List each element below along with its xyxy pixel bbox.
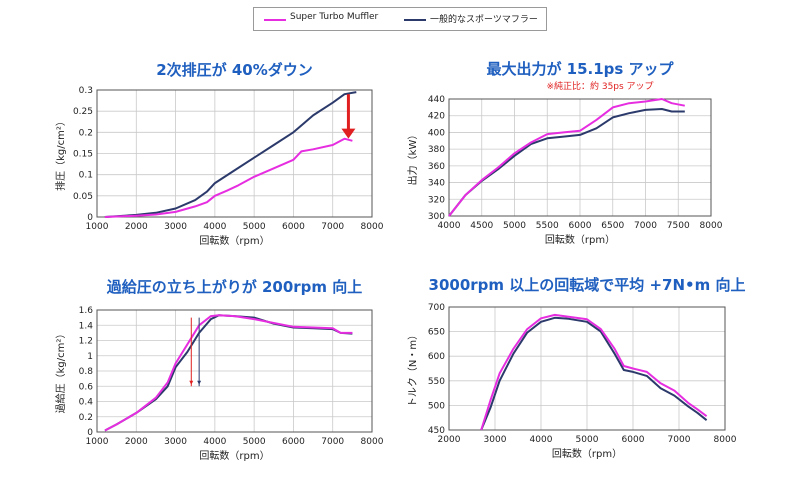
- chart-1-xtick-label: 4500: [470, 221, 493, 231]
- chart-3-xtick-label: 5000: [576, 435, 599, 445]
- chart-0-xtick-label: 7000: [321, 222, 344, 232]
- chart-2-xtick-label: 1000: [86, 437, 109, 447]
- chart-2-ytick-label: 1: [87, 352, 93, 362]
- chart-0-xtick-label: 3000: [164, 222, 187, 232]
- chart-1-ytick-label: 380: [428, 145, 445, 155]
- chart-1-ytick-label: 400: [428, 128, 445, 138]
- chart-1-ytick-label: 420: [428, 112, 445, 122]
- chart-2-ytick-label: 0.8: [79, 367, 94, 377]
- chart-2-xtick-label: 3000: [164, 437, 187, 447]
- chart-1-xtick-label: 7500: [667, 221, 690, 231]
- chart-0-xlabel: 回転数（rpm）: [199, 234, 269, 247]
- chart-2-xlabel: 回転数（rpm）: [199, 449, 269, 462]
- chart-3-ylabel: トルク（N・m）: [407, 330, 419, 407]
- chart-legend: Super Turbo Muffler 一般的なスポーツマフラー: [253, 7, 547, 31]
- chart-1-ytick-label: 300: [428, 212, 445, 222]
- chart-0-ytick-label: 0.3: [79, 86, 93, 96]
- chart-3-ytick-label: 700: [428, 303, 445, 313]
- chart-1-xtick-label: 5000: [503, 221, 526, 231]
- chart-2-xtick-label: 2000: [125, 437, 148, 447]
- legend-swatch-super-turbo: [264, 19, 286, 21]
- chart-3-ytick-label: 500: [428, 401, 445, 411]
- chart-0-series-sports-muffler: [104, 91, 357, 218]
- chart-1-xlabel: 回転数（rpm）: [545, 233, 615, 246]
- chart-3-ytick-label: 600: [428, 352, 445, 362]
- chart-2-xtick-label: 7000: [321, 437, 344, 447]
- chart-2-ytick-label: 0.4: [79, 398, 94, 408]
- chart-3-xtick-label: 3000: [484, 435, 507, 445]
- chart-2-ylabel: 過給圧（kg/cm²）: [54, 329, 67, 414]
- chart-2-xtick-label: 8000: [361, 437, 384, 447]
- chart-0-arrow-head: [341, 128, 356, 139]
- chart-0-series-super-turbo: [104, 137, 353, 218]
- chart-3-xtick-label: 6000: [622, 435, 645, 445]
- chart-3-xlabel: 回転数（rpm）: [552, 447, 622, 460]
- chart-0-title: 2次排圧が 40%ダウン: [156, 61, 313, 79]
- chart-3-series-sports-muffler: [480, 316, 708, 431]
- chart-1-xtick-label: 8000: [700, 221, 723, 231]
- chart-0-ytick-label: 0.2: [79, 128, 93, 138]
- chart-2-ytick-label: 0.6: [79, 382, 94, 392]
- chart-1-series-super-turbo: [448, 98, 685, 217]
- legend-label-sports-muffler: 一般的なスポーツマフラー: [430, 15, 538, 25]
- chart-1-ytick-label: 320: [428, 195, 445, 205]
- chart-3-xtick-label: 8000: [714, 435, 737, 445]
- chart-1-series-sports-muffler: [448, 108, 685, 217]
- chart-3-series-super-turbo: [480, 313, 708, 431]
- chart-2-series-super-turbo: [104, 314, 353, 432]
- chart-0-xtick-label: 1000: [86, 222, 109, 232]
- chart-1-ylabel: 出力（kW）: [406, 130, 419, 186]
- chart-2-marker-head: [189, 380, 194, 385]
- chart-1-ytick-label: 440: [428, 95, 445, 105]
- chart-0-xtick-label: 2000: [125, 222, 148, 232]
- chart-2-ytick-label: 0: [87, 428, 93, 438]
- chart-1-xtick-label: 5500: [536, 221, 559, 231]
- chart-3-xtick-label: 7000: [668, 435, 691, 445]
- chart-1-frame: [448, 98, 712, 217]
- legend-swatch-sports-muffler: [404, 19, 426, 21]
- chart-3-title: 3000rpm 以上の回転域で平均 +7N•m 向上: [429, 276, 746, 294]
- chart-0-xtick-label: 5000: [243, 222, 266, 232]
- chart-1-title: 最大出力が 15.1ps アップ: [486, 60, 674, 78]
- chart-2-title: 過給圧の立ち上がりが 200rpm 向上: [106, 278, 363, 296]
- chart-3-ytick-label: 550: [428, 377, 445, 387]
- chart-2-frame: [96, 309, 373, 433]
- chart-3-ytick-label: 650: [428, 328, 445, 338]
- chart-0-frame: [96, 89, 373, 218]
- chart-2-ytick-label: 1.6: [79, 306, 94, 316]
- chart-2-xtick-label: 4000: [203, 437, 226, 447]
- chart-2-ytick-label: 1.4: [79, 321, 94, 331]
- chart-0-ytick-label: 0.15: [73, 150, 93, 160]
- chart-0-xtick-label: 6000: [282, 222, 305, 232]
- chart-2-xtick-label: 6000: [282, 437, 305, 447]
- chart-1-subtitle: ※純正比：約 35ps アップ: [546, 80, 653, 92]
- chart-1-ytick-label: 340: [428, 179, 445, 189]
- chart-2-ytick-label: 0.2: [79, 413, 93, 423]
- chart-1-ytick-label: 360: [428, 162, 445, 172]
- chart-0-ytick-label: 0.25: [73, 107, 93, 117]
- chart-0-ylabel: 排圧（kg/cm²）: [54, 116, 67, 191]
- chart-0-ytick-label: 0.1: [79, 171, 93, 181]
- chart-2-marker-head: [197, 380, 202, 385]
- chart-0-ytick-label: 0: [87, 213, 93, 223]
- chart-2-ytick-label: 1.2: [79, 337, 93, 347]
- chart-0-xtick-label: 8000: [361, 222, 384, 232]
- chart-0-ytick-label: 0.05: [73, 192, 93, 202]
- chart-1-xtick-label: 4000: [438, 221, 461, 231]
- chart-3-xtick-label: 4000: [530, 435, 553, 445]
- chart-2-xtick-label: 5000: [243, 437, 266, 447]
- chart-0-xtick-label: 4000: [203, 222, 226, 232]
- chart-2-series-sports-muffler: [104, 314, 353, 432]
- legend-label-super-turbo: Super Turbo Muffler: [290, 12, 379, 22]
- chart-3-frame: [448, 306, 726, 431]
- chart-3-ytick-label: 450: [428, 426, 445, 436]
- chart-3-xtick-label: 2000: [438, 435, 461, 445]
- chart-1-xtick-label: 6500: [601, 221, 624, 231]
- chart-1-xtick-label: 6000: [569, 221, 592, 231]
- chart-1-xtick-label: 7000: [634, 221, 657, 231]
